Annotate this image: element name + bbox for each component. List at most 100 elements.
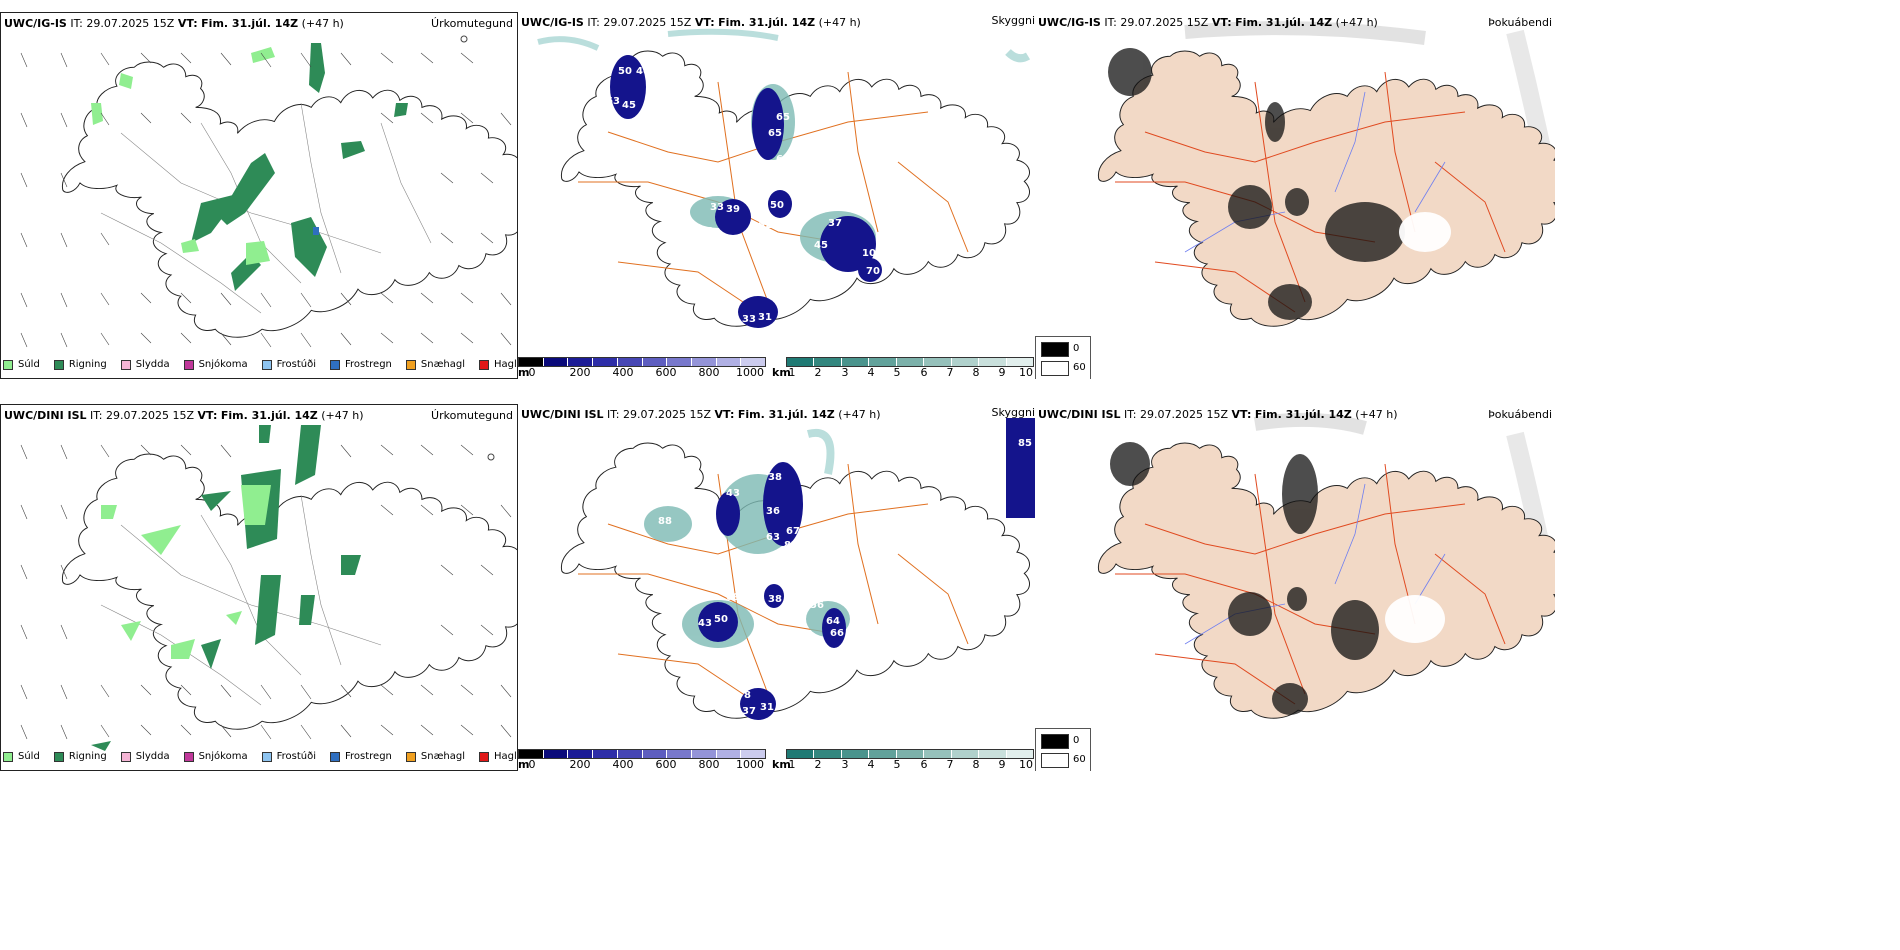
panel-header: UWC/IG-IS IT: 29.07.2025 15Z VT: Fim. 31…	[4, 17, 344, 30]
calm-wind-marker	[460, 35, 468, 43]
visibility-value: 39	[700, 226, 714, 237]
elevation-colorbar	[518, 357, 766, 367]
visibility-value: 50	[618, 66, 632, 77]
road-network	[100, 102, 432, 314]
visibility-value: 37	[828, 218, 842, 229]
visibility-value: 65	[768, 288, 782, 299]
legend-item: Snæhagl	[405, 359, 465, 370]
visibility-labels: 85 38 43 36 63 67 82 88 16 69 50 43 38 5…	[658, 438, 1032, 717]
panel-title: Skyggni	[991, 406, 1035, 419]
legend-item: Rigning	[53, 751, 107, 762]
visibility-value: 45	[622, 100, 636, 111]
precip-legend: Súld Rigning Slydda Snjókoma Frostúði Fr…	[3, 751, 517, 762]
visibility-value: 50	[770, 200, 784, 211]
visibility-value: 64	[826, 616, 840, 627]
visibility-value: 60	[812, 204, 826, 215]
panel-header: UWC/DINI ISL IT: 29.07.2025 15Z VT: Fim.…	[4, 409, 364, 422]
calm-wind-marker	[487, 453, 495, 461]
visibility-value: 66	[740, 672, 754, 683]
visibility-value: 37	[742, 706, 756, 717]
legend-item: Frostregn	[330, 751, 392, 762]
legend-item: Rigning	[53, 359, 107, 370]
elevation-ticks: 0 200 400 600 800 1000	[528, 758, 765, 771]
very-low-visibility-areas	[610, 55, 882, 328]
visibility-value: 40	[636, 66, 650, 77]
visibility-value: 70	[866, 266, 880, 277]
very-low-visibility-areas	[698, 462, 846, 720]
legend-item: Slydda	[120, 359, 170, 370]
drizzle-areas	[91, 47, 275, 265]
panel-header: UWC/DINI ISL IT: 29.07.2025 15Z VT: Fim.…	[1038, 408, 1398, 421]
drizzle-areas	[101, 485, 271, 659]
visibility-value: 62	[758, 220, 772, 231]
visibility-value: 36	[766, 506, 780, 517]
precip-type-panel-2: UWC/DINI ISL IT: 29.07.2025 15Z VT: Fim.…	[0, 404, 518, 771]
visibility-value: 63	[606, 96, 620, 107]
iceland-outline	[1097, 50, 1555, 327]
visibility-value: 41	[742, 280, 756, 291]
visibility-value: 38	[768, 594, 782, 605]
visibility-labels: 50 40 63 45 65 65 69 33 39 50 39 62 37 6…	[606, 66, 883, 325]
elevation-unit: m	[518, 366, 530, 379]
distance-ticks: 1 2 3 4 5 6 7 8 9 10	[788, 366, 1034, 379]
visibility-value: 38	[768, 472, 782, 483]
panel-title: Úrkomutegund	[431, 17, 513, 30]
visibility-value: 65	[768, 128, 782, 139]
road-network	[100, 494, 382, 706]
fog-areas	[1108, 48, 1405, 320]
wind-barbs	[20, 52, 512, 348]
fog-legend: 0 60	[1035, 336, 1091, 379]
offshore-low-visibility	[1006, 418, 1035, 518]
distance-colorbar	[786, 749, 1034, 759]
visibility-value: 63	[766, 532, 780, 543]
panel-header: UWC/IG-IS IT: 29.07.2025 15Z VT: Fim. 31…	[521, 16, 861, 29]
visibility-value: 31	[760, 702, 774, 713]
legend-item: Snæhagl	[405, 751, 465, 762]
precip-legend: Súld Rigning Slydda Snjókoma Frostúði Fr…	[3, 359, 517, 370]
visibility-value: 100	[862, 248, 883, 259]
legend-item: Haglél	[479, 359, 517, 370]
panel-header: UWC/DINI ISL IT: 29.07.2025 15Z VT: Fim.…	[521, 408, 881, 421]
precip-map-1	[20, 35, 517, 348]
visibility-value: 43	[698, 618, 712, 629]
distance-unit: km	[772, 366, 791, 379]
panel-title: Skyggni	[991, 14, 1035, 27]
visibility-value: 39	[726, 204, 740, 215]
visibility-value: 82	[784, 540, 798, 551]
visibility-value: 69	[726, 592, 740, 603]
model-name: UWC/IG-IS	[4, 17, 67, 30]
iceland-outline	[61, 453, 517, 730]
precip-type-panel-1: UWC/IG-IS IT: 29.07.2025 15Z VT: Fim. 31…	[0, 12, 518, 379]
elevation-ticks: 0 200 400 600 800 1000	[528, 366, 765, 379]
road-network	[1115, 463, 1506, 705]
visibility-value: 42	[766, 682, 780, 693]
visibility-value: 8	[744, 690, 751, 701]
distance-colorbar	[786, 357, 1034, 367]
legend-item: Haglél	[479, 751, 517, 762]
rain-areas	[91, 425, 361, 751]
fog-panel-2: UWC/DINI ISL IT: 29.07.2025 15Z VT: Fim.…	[1035, 404, 1900, 771]
visibility-value: 85	[1018, 438, 1032, 449]
visibility-value: 69	[776, 154, 790, 165]
legend-item: Súld	[3, 359, 40, 370]
visibility-map-2: 85 38 43 36 63 67 82 88 16 69 50 43 38 5…	[560, 418, 1035, 720]
visibility-value: 43	[726, 488, 740, 499]
freezing-rain-spot	[313, 227, 319, 235]
legend-item: Súld	[3, 751, 40, 762]
distance-unit: km	[772, 758, 791, 771]
fog-map-2	[1097, 412, 1555, 719]
visibility-value: 65	[776, 112, 790, 123]
visibility-value: 16	[698, 520, 712, 531]
legend-item: Slydda	[120, 751, 170, 762]
panel-title: Úrkomutegund	[431, 409, 513, 422]
precip-map-2	[20, 425, 517, 751]
legend-item: Frostúði	[261, 751, 316, 762]
wind-barbs	[20, 444, 512, 740]
visibility-value: 56	[810, 600, 824, 611]
glacier-area	[1385, 595, 1445, 643]
fog-legend: 0 60	[1035, 728, 1091, 771]
glacier-area	[1399, 212, 1451, 252]
fog-panel-1: UWC/IG-IS IT: 29.07.2025 15Z VT: Fim. 31…	[1035, 12, 1900, 379]
legend-item: Frostregn	[330, 359, 392, 370]
visibility-value: 33	[742, 314, 756, 325]
